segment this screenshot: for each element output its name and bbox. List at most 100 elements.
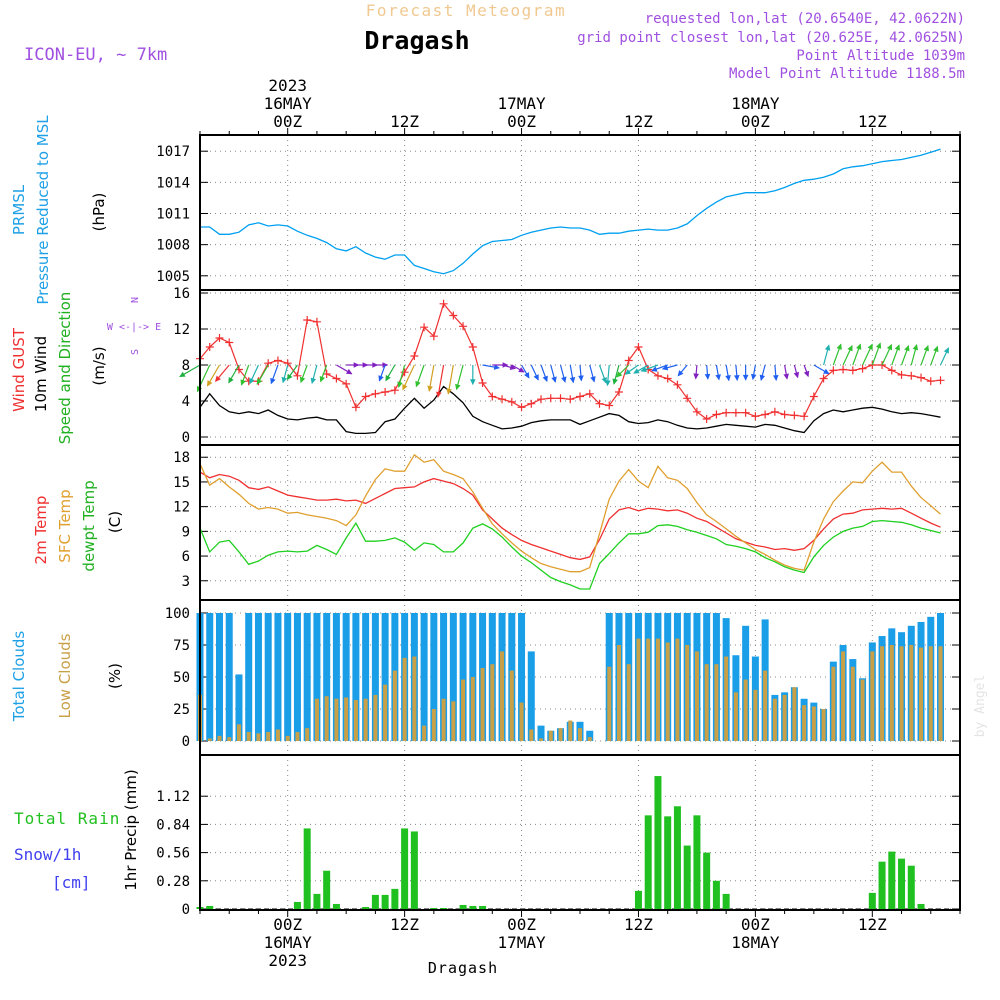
wind-direction-arrowhead — [372, 362, 379, 368]
snow-label: Snow/1h — [14, 845, 81, 864]
low-clouds-bar — [587, 737, 592, 741]
wind-direction-arrowhead — [362, 362, 369, 368]
wind-gust-marker — [790, 411, 799, 420]
wind-gust-marker — [673, 380, 682, 389]
rain-bar — [430, 907, 438, 909]
wind-direction-arrowhead — [823, 368, 830, 375]
low-clouds-bar — [422, 725, 427, 741]
low-clouds-bar — [607, 666, 612, 741]
ytick-label-wind: 0 — [182, 430, 190, 446]
bottom-time-label: 00Z — [273, 915, 302, 934]
wind-direction-arrowhead — [661, 364, 669, 371]
rain-bar — [683, 845, 691, 909]
top-time-label: 16MAY — [264, 94, 313, 113]
temp-2m-label: 2m Temp — [32, 496, 50, 565]
compass-south: S — [130, 349, 141, 355]
top-time-label: 00Z — [273, 112, 302, 131]
ytick-label-temperature: 18 — [173, 450, 190, 466]
low-clouds-bar — [899, 646, 904, 741]
wind-direction-arrowhead — [590, 376, 596, 383]
rain-bar — [293, 901, 301, 909]
rain-bar — [693, 815, 701, 909]
wind-gust-marker — [605, 401, 614, 410]
low-clouds-bar — [919, 647, 924, 741]
wind-direction-arrowhead — [533, 374, 539, 381]
temp-line-sfc-temp — [199, 453, 941, 573]
bottom-time-label: 12Z — [390, 915, 419, 934]
wind-gust-marker — [381, 388, 390, 396]
low-clouds-bar — [792, 687, 797, 741]
total-clouds-bar — [264, 613, 272, 741]
wind-gust-marker — [819, 374, 828, 383]
wind-direction-arrowhead — [624, 369, 631, 375]
low-clouds-bar — [694, 651, 699, 741]
wind-gust-marker — [653, 371, 662, 380]
low-clouds-bar — [909, 645, 914, 741]
rain-bar — [917, 903, 925, 909]
total-clouds-bar — [527, 651, 535, 741]
wind-gust-marker — [566, 395, 575, 404]
total-clouds-bar — [459, 613, 467, 741]
wind-direction-label: Speed and Direction — [56, 292, 74, 445]
low-clouds-bar — [334, 698, 339, 741]
wind-direction-arrowhead — [470, 379, 476, 386]
rain-bar — [868, 892, 876, 909]
top-time-label: 12Z — [390, 112, 419, 131]
low-clouds-bar — [207, 738, 212, 741]
wind-gust-marker — [576, 392, 584, 401]
low-clouds-bar — [412, 656, 417, 741]
low-clouds-bar — [324, 696, 329, 741]
low-clouds-bar — [529, 729, 534, 741]
wind-direction-arrowhead — [542, 375, 548, 383]
wind-direction-arrowhead — [733, 375, 740, 382]
wind-gust-marker — [390, 386, 399, 395]
total-clouds-bar — [284, 613, 292, 741]
low-clouds-bar — [889, 645, 894, 741]
wind-direction-arrowhead — [715, 374, 721, 381]
wind-gust-marker — [722, 408, 731, 417]
ytick-label-precipitation: 0.56 — [156, 846, 190, 862]
wind-gust-marker — [878, 361, 887, 369]
wind-direction-arrowhead — [228, 377, 234, 384]
low-clouds-bar — [753, 689, 758, 741]
wind-gust-marker — [770, 407, 779, 416]
low-clouds-bar — [519, 702, 524, 741]
low-clouds-bar — [480, 668, 485, 741]
top-time-label: 18MAY — [731, 94, 780, 113]
wind-gust-marker — [303, 316, 312, 324]
wind-direction-arrowhead — [943, 347, 949, 354]
ytick-label-clouds: 75 — [173, 638, 190, 654]
rain-bar — [440, 907, 448, 909]
wind-direction-arrowhead — [524, 372, 530, 379]
ytick-label-wind: 4 — [182, 394, 190, 410]
low-clouds-bar — [568, 720, 573, 741]
low-clouds-bar — [402, 657, 407, 741]
wind-gust-marker — [614, 388, 623, 396]
ytick-label-pressure: 1017 — [156, 144, 190, 160]
wind-gust-marker — [342, 379, 351, 388]
bottom-time-label: 00Z — [507, 915, 536, 934]
ytick-label-precipitation: 1.12 — [156, 789, 190, 805]
low-clouds-bar — [470, 677, 475, 741]
low-clouds-bar — [373, 694, 378, 741]
low-clouds-bar — [392, 670, 397, 741]
wind-direction-arrowhead — [836, 343, 842, 350]
total-clouds-bar — [381, 613, 389, 741]
low-clouds-bar — [743, 679, 748, 741]
total-clouds-bar — [537, 725, 545, 741]
low-clouds-bar — [802, 705, 807, 741]
wind-direction-arrowhead — [509, 364, 517, 370]
ytick-label-pressure: 1005 — [156, 269, 190, 285]
subtitle: Forecast Meteogram — [366, 1, 566, 20]
wind-direction-arrowhead — [256, 378, 263, 385]
wind-gust-marker — [897, 370, 906, 379]
wind-gust-marker — [907, 371, 916, 380]
wind-direction-arrowhead — [856, 343, 862, 350]
wind-direction-arrowhead — [551, 376, 557, 383]
low-clouds-bar — [285, 735, 290, 741]
wind-gust-marker — [683, 394, 692, 403]
low-clouds-bar — [363, 698, 368, 741]
wind-gust-marker — [634, 343, 643, 351]
